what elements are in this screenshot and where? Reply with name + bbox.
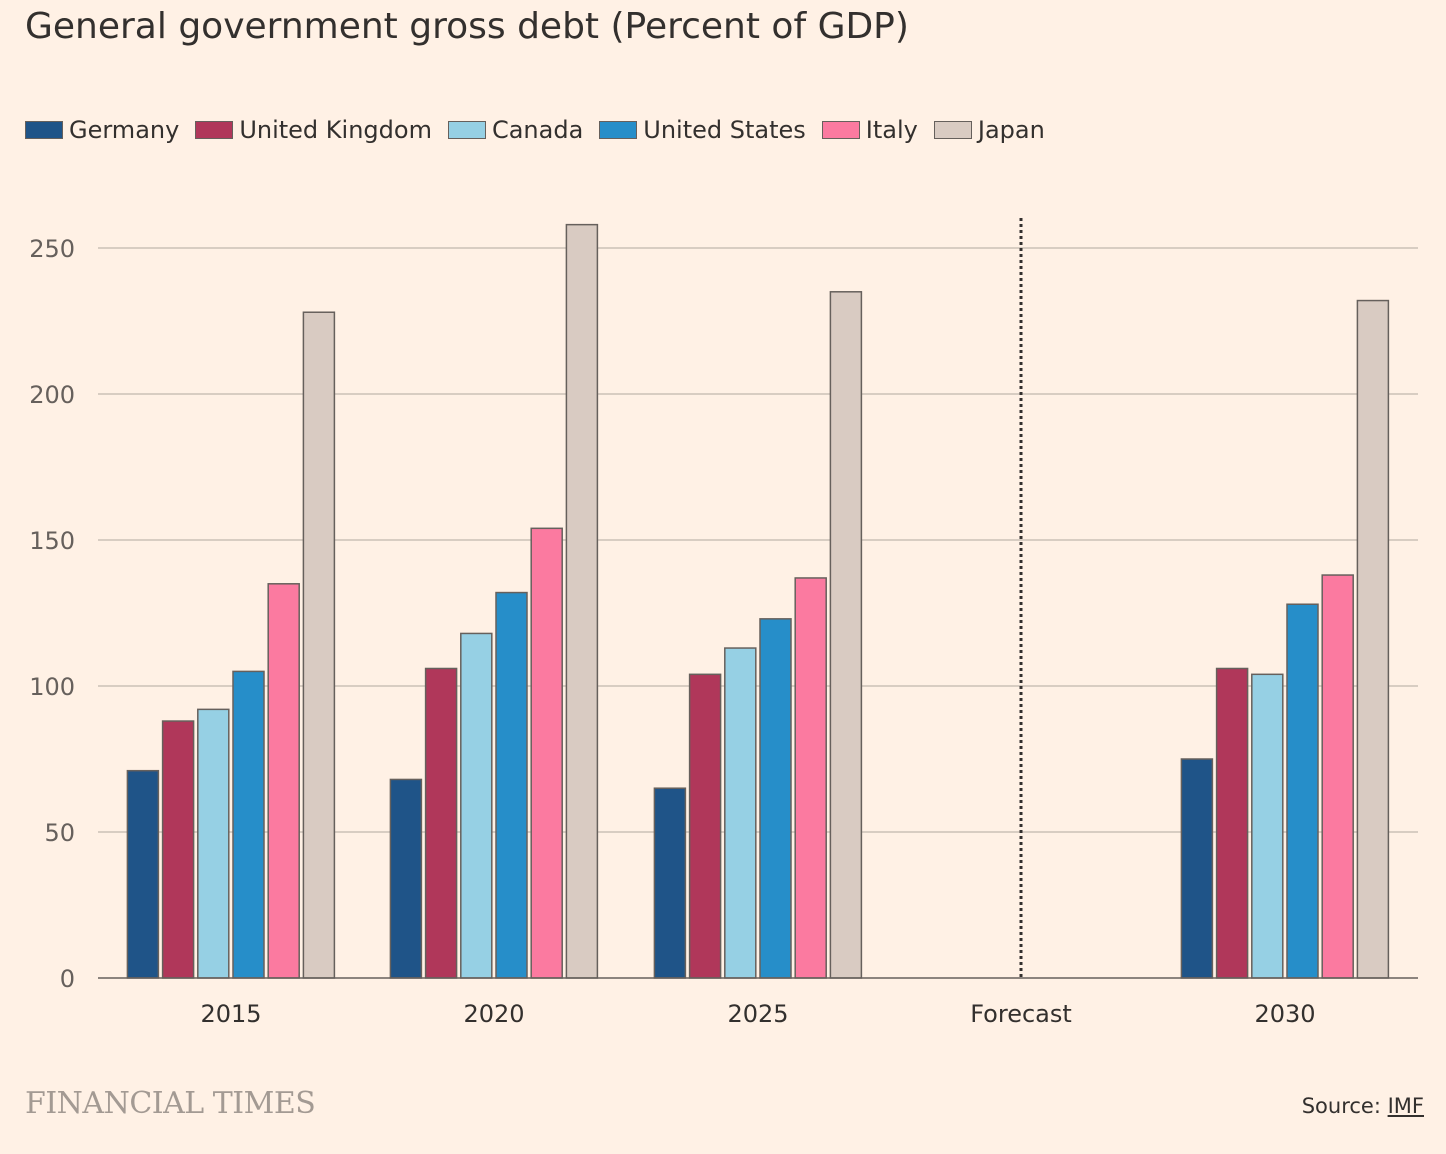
y-tick-label: 50 (44, 819, 75, 847)
legend-swatch (25, 121, 63, 139)
bar-japan (829, 291, 863, 979)
legend-label: Canada (491, 116, 584, 144)
bar-united-states (495, 591, 528, 979)
legend-label: United Kingdom (239, 116, 432, 144)
bar-united-kingdom (424, 667, 458, 979)
source-label: Source: (1301, 1094, 1388, 1118)
bar-japan (565, 223, 599, 979)
bar-united-states (1286, 603, 1319, 979)
y-tick-label: 150 (29, 527, 75, 555)
x-tick-label: 2025 (727, 1000, 788, 1028)
bar-germany (389, 778, 423, 979)
legend-swatch (933, 121, 972, 139)
bar-japan (302, 311, 336, 979)
x-tick-label: 2030 (1254, 1000, 1315, 1028)
legend-swatch (447, 121, 486, 139)
legend-swatch (821, 121, 860, 139)
bar-canada (724, 647, 757, 979)
y-tick-label: 200 (29, 381, 75, 409)
legend-label: Japan (977, 116, 1045, 144)
legend-item: Italy (821, 116, 918, 144)
x-tick-label: Forecast (970, 1000, 1072, 1028)
x-tick-label: 2015 (200, 1000, 261, 1028)
bar-united-kingdom (161, 720, 195, 979)
source-link[interactable]: IMF (1387, 1094, 1424, 1118)
bar-japan (1356, 299, 1390, 979)
x-tick-label: 2020 (463, 1000, 524, 1028)
bar-italy (1321, 574, 1354, 979)
legend-label: Germany (69, 116, 180, 144)
bar-germany (653, 787, 687, 979)
legend-label: United States (643, 116, 806, 144)
bar-italy (530, 527, 563, 979)
y-tick-label: 0 (60, 965, 75, 993)
ft-logo: FINANCIAL TIMES (25, 1086, 316, 1121)
legend: Germany United Kingdom Canada United States… (25, 116, 1045, 144)
bar-united-kingdom (1215, 667, 1249, 979)
chart-title: General government gross debt (Percent o… (25, 6, 909, 47)
legend-swatch (599, 121, 638, 139)
legend-item: Canada (447, 116, 584, 144)
bar-united-states (759, 618, 792, 979)
bar-united-kingdom (688, 673, 722, 979)
source-note: Source: IMF (1302, 1094, 1424, 1118)
legend-item: Germany (25, 116, 179, 144)
bar-germany (1180, 758, 1214, 979)
bar-italy (267, 583, 300, 979)
y-tick-label: 100 (29, 673, 75, 701)
legend-item: United Kingdom (195, 116, 432, 144)
bar-united-states (232, 670, 265, 979)
bar-canada (197, 708, 230, 979)
bar-canada (460, 632, 493, 979)
bar-canada (1251, 673, 1284, 979)
bar-italy (794, 577, 827, 979)
bar-germany (126, 769, 160, 979)
legend-item: United States (599, 116, 806, 144)
y-tick-label: 250 (29, 235, 75, 263)
legend-label: Italy (865, 116, 918, 144)
legend-item: Japan (933, 116, 1045, 144)
legend-swatch (195, 121, 234, 139)
